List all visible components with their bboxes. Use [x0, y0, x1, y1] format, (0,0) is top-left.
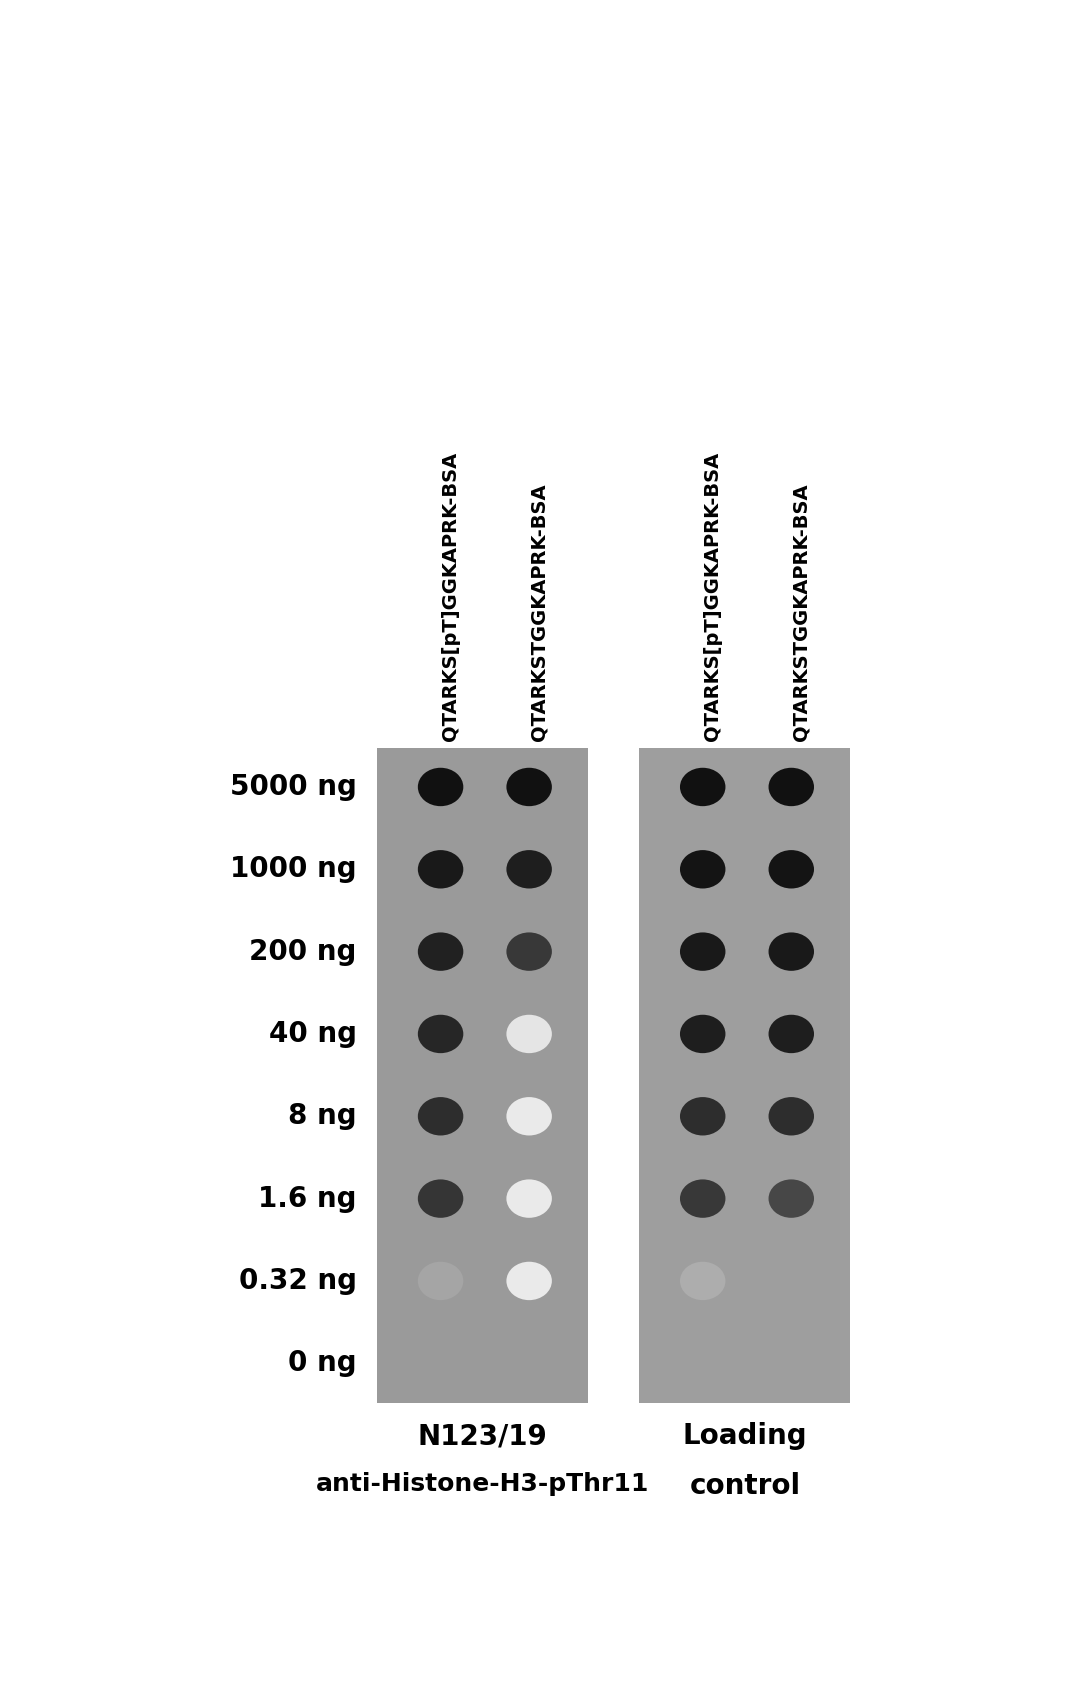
Ellipse shape: [418, 1179, 463, 1218]
Ellipse shape: [680, 1097, 726, 1136]
Text: 1.6 ng: 1.6 ng: [258, 1184, 356, 1213]
Ellipse shape: [680, 1015, 726, 1053]
Ellipse shape: [507, 1179, 552, 1218]
Ellipse shape: [418, 767, 463, 806]
Text: QTARKS[pT]GGKAPRK-BSA: QTARKS[pT]GGKAPRK-BSA: [703, 452, 721, 742]
Text: N123/19: N123/19: [418, 1422, 547, 1451]
Ellipse shape: [507, 1097, 552, 1136]
Ellipse shape: [680, 1179, 726, 1218]
Ellipse shape: [680, 850, 726, 888]
Text: 40 ng: 40 ng: [269, 1021, 356, 1048]
Ellipse shape: [507, 1015, 552, 1053]
Text: 0 ng: 0 ng: [288, 1349, 356, 1378]
Text: 0.32 ng: 0.32 ng: [239, 1267, 356, 1294]
Text: QTARKSTGGKAPRK-BSA: QTARKSTGGKAPRK-BSA: [792, 483, 810, 742]
Ellipse shape: [418, 850, 463, 888]
FancyBboxPatch shape: [378, 748, 588, 1403]
Ellipse shape: [418, 1262, 463, 1300]
Ellipse shape: [768, 1179, 814, 1218]
Text: control: control: [689, 1471, 800, 1500]
Ellipse shape: [680, 932, 726, 971]
Text: 200 ng: 200 ng: [250, 937, 356, 966]
Ellipse shape: [680, 1262, 726, 1300]
Text: 1000 ng: 1000 ng: [230, 856, 356, 883]
Ellipse shape: [768, 1015, 814, 1053]
Ellipse shape: [768, 1097, 814, 1136]
Ellipse shape: [507, 1262, 552, 1300]
Text: QTARKS[pT]GGKAPRK-BSA: QTARKS[pT]GGKAPRK-BSA: [441, 452, 460, 742]
Ellipse shape: [768, 932, 814, 971]
FancyBboxPatch shape: [639, 748, 850, 1403]
Text: Loading: Loading: [683, 1422, 808, 1451]
Ellipse shape: [768, 767, 814, 806]
Text: anti-Histone-H3-pThr11: anti-Histone-H3-pThr11: [316, 1471, 650, 1495]
Ellipse shape: [418, 1097, 463, 1136]
Text: QTARKSTGGKAPRK-BSA: QTARKSTGGKAPRK-BSA: [529, 483, 548, 742]
Text: 5000 ng: 5000 ng: [229, 772, 356, 801]
Ellipse shape: [768, 1262, 814, 1300]
Ellipse shape: [418, 1015, 463, 1053]
Ellipse shape: [768, 850, 814, 888]
Ellipse shape: [680, 767, 726, 806]
Text: 8 ng: 8 ng: [288, 1102, 356, 1129]
Ellipse shape: [507, 932, 552, 971]
Ellipse shape: [418, 932, 463, 971]
Ellipse shape: [507, 850, 552, 888]
Ellipse shape: [507, 767, 552, 806]
